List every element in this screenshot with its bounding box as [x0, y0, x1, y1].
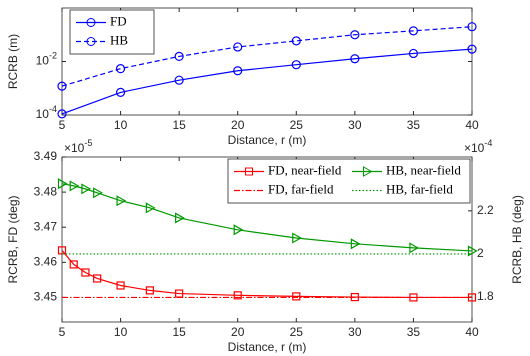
series-line	[61, 26, 473, 87]
legend-marker	[86, 18, 96, 27]
legend-marker	[86, 37, 96, 46]
y2-tick-label: 2.2	[477, 203, 494, 217]
legend-marker	[245, 167, 253, 176]
marker	[291, 60, 301, 70]
legend-label: FD, far-field	[268, 181, 334, 196]
marker	[291, 36, 301, 46]
y-tick-label: 10-4	[36, 104, 57, 121]
x-tick-label: 20	[231, 325, 245, 339]
marker	[467, 245, 478, 257]
y-exponent: ×10-5	[64, 138, 92, 155]
x-tick-label: 5	[59, 118, 66, 132]
y-axis-label: RCRB (m)	[6, 34, 20, 89]
marker	[69, 260, 78, 269]
series-line	[61, 48, 473, 115]
marker	[233, 224, 244, 236]
marker	[93, 187, 103, 199]
y-axis-label: RCRB, FD (deg)	[6, 195, 20, 283]
marker	[81, 183, 92, 195]
marker	[350, 54, 360, 64]
x-tick-label: 5	[59, 325, 66, 339]
x-tick-label: 40	[465, 325, 479, 339]
legend-label: HB	[110, 32, 128, 47]
marker	[115, 64, 126, 74]
marker	[81, 268, 90, 277]
y-tick-label: 3.47	[34, 219, 58, 233]
y-tick-label: 10-2	[36, 51, 57, 68]
marker	[467, 22, 477, 32]
marker	[233, 291, 242, 300]
y2-exponent: ×10-4	[464, 138, 492, 155]
y-tick-label: 3.45	[34, 290, 58, 304]
legend-label: HB, near-field	[386, 162, 461, 177]
marker	[350, 238, 361, 250]
marker	[409, 242, 420, 254]
marker	[145, 202, 156, 214]
y2-tick-label: 2	[477, 246, 484, 260]
x-tick-label: 25	[290, 118, 304, 132]
x-tick-label: 20	[231, 118, 245, 132]
marker	[115, 87, 126, 97]
y-tick-label: 3.49	[34, 149, 58, 163]
marker	[69, 180, 80, 192]
marker	[408, 26, 419, 36]
marker	[57, 109, 67, 119]
legend-label: HB, far-field	[386, 181, 453, 196]
y-tick-label: 3.48	[34, 184, 58, 198]
y2-axis-label: RCRB, HB (deg)	[510, 195, 524, 284]
marker	[467, 44, 477, 54]
marker	[408, 48, 419, 59]
marker	[175, 212, 185, 224]
series-line	[61, 183, 473, 252]
x-tick-label: 40	[465, 118, 479, 132]
marker	[233, 66, 243, 76]
series	[57, 44, 477, 119]
marker	[292, 292, 301, 301]
marker	[116, 281, 125, 290]
series	[57, 178, 478, 257]
x-tick-label: 25	[290, 325, 304, 339]
marker	[93, 274, 102, 283]
x-tick-label: 15	[172, 325, 186, 339]
legend-marker	[363, 166, 373, 177]
series	[57, 22, 477, 91]
marker	[145, 286, 154, 295]
legend: FD HB	[69, 9, 155, 55]
x-axis-label: Distance, r (m)	[228, 133, 307, 147]
x-axis-label: Distance, r (m)	[228, 340, 307, 354]
legend-label: FD, near-field	[268, 162, 342, 177]
y2-tick-label: 1.8	[477, 289, 494, 303]
x-tick-label: 15	[172, 118, 186, 132]
x-tick-label: 35	[407, 325, 421, 339]
y-tick-label: 3.46	[34, 254, 58, 268]
x-tick-label: 35	[407, 118, 421, 132]
x-tick-label: 10	[114, 118, 128, 132]
legend-box	[69, 9, 155, 55]
marker	[174, 51, 184, 62]
legend: FD, near-field HB, near-field FD, far-fiel…	[227, 158, 471, 204]
marker	[57, 178, 68, 190]
x-tick-label: 30	[348, 325, 362, 339]
legend-label: FD	[110, 13, 127, 28]
marker	[292, 232, 303, 244]
marker	[350, 30, 360, 40]
marker	[174, 75, 184, 85]
marker	[233, 42, 243, 52]
marker	[57, 81, 67, 91]
x-tick-label: 30	[348, 118, 362, 132]
x-tick-label: 10	[114, 325, 128, 339]
marker	[116, 195, 127, 207]
legend-box	[227, 158, 471, 204]
